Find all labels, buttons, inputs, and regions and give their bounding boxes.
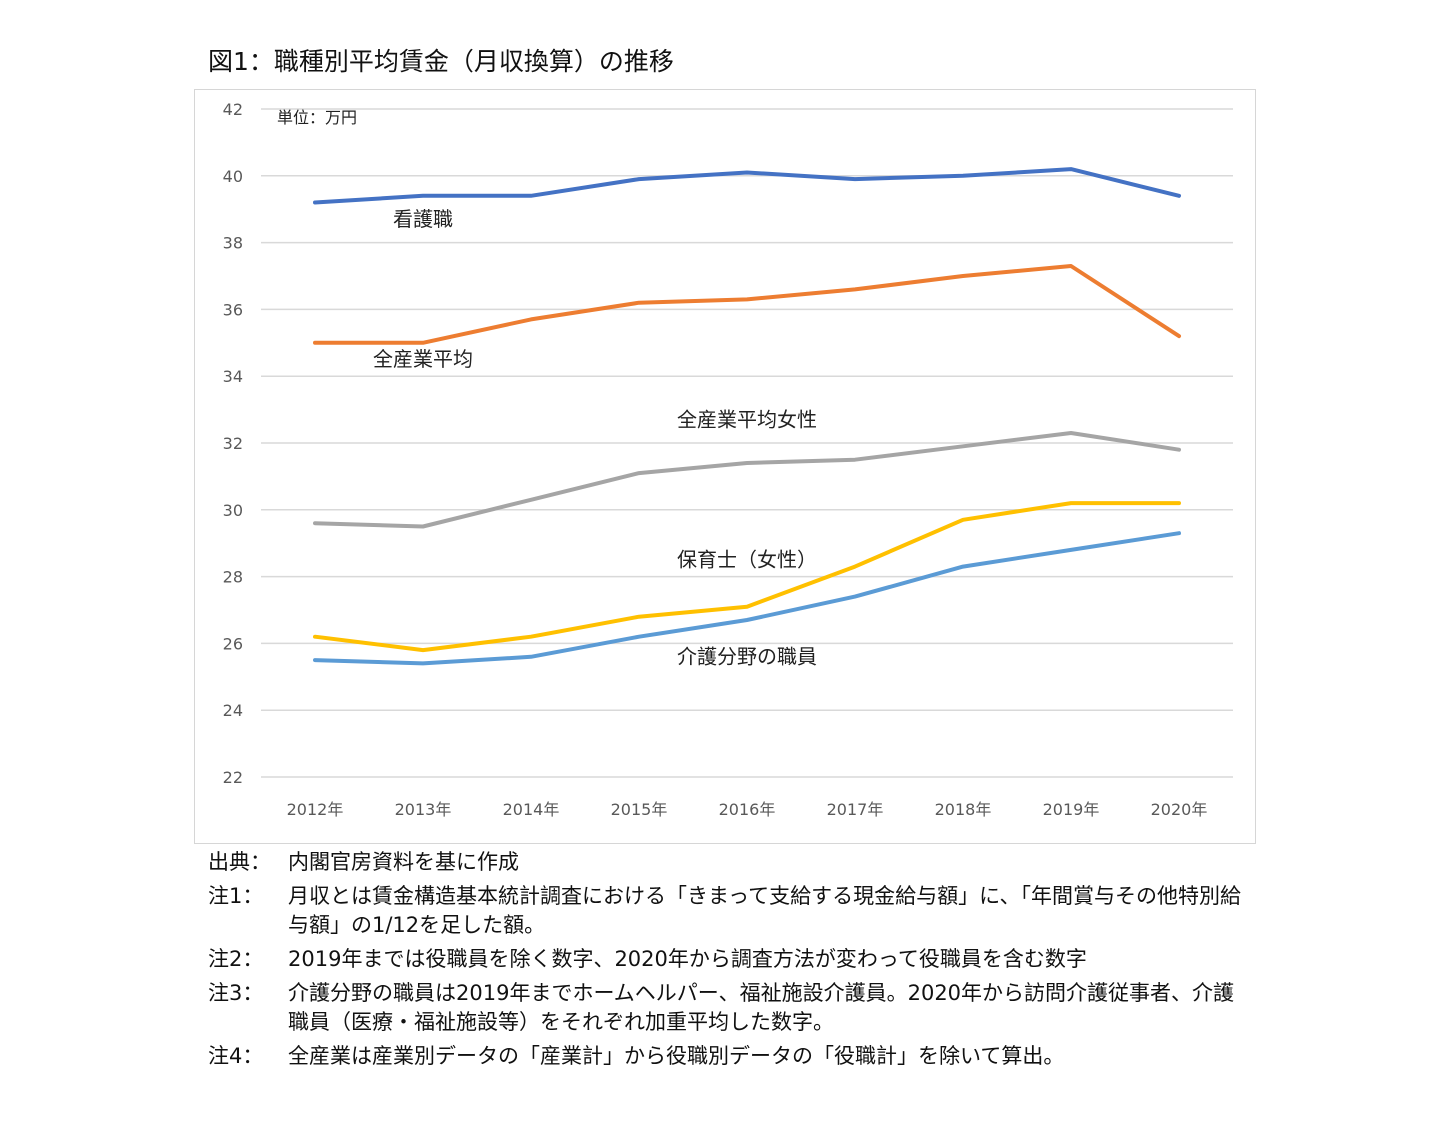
y-tick-label: 28 xyxy=(223,568,243,587)
x-tick-label: 2018年 xyxy=(935,800,992,819)
y-axis-ticks: 22 24 26 28 30 32 34 36 38 40 42 xyxy=(223,100,243,787)
y-tick-label: 40 xyxy=(223,167,243,186)
note-text: 介護分野の職員は2019年までホームヘルパー、福祉施設介護員。2020年から訪問… xyxy=(288,981,1235,1034)
chart-area: 22 24 26 28 30 32 34 36 38 40 42 2012年 2013年 2014年 20… xyxy=(194,89,1256,844)
x-tick-label: 2020年 xyxy=(1151,800,1208,819)
series-label: 全産業平均 xyxy=(373,347,473,371)
note-label: 注4： xyxy=(208,1044,264,1068)
note-4: 注4： 全産業は産業別データの「産業計」から役職別データの「役職計」を除いて算出… xyxy=(208,1042,1248,1071)
note-label: 注2： xyxy=(208,947,264,971)
note-label: 出典： xyxy=(208,850,271,874)
note-text: 月収とは賃金構造基本統計調査における「きまって支給する現金給与額」に、「年間賞与… xyxy=(288,884,1241,937)
x-tick-label: 2015年 xyxy=(611,800,668,819)
note-2: 注2： 2019年までは役職員を除く数字、2020年から調査方法が変わって役職員… xyxy=(208,945,1248,974)
series-label: 介護分野の職員 xyxy=(677,644,817,668)
series-lines xyxy=(313,167,1181,666)
y-tick-label: 42 xyxy=(223,100,243,119)
note-1: 注1： 月収とは賃金構造基本統計調査における「きまって支給する現金給与額」に、「… xyxy=(208,882,1248,940)
x-tick-label: 2019年 xyxy=(1043,800,1100,819)
notes-section: 出典： 内閣官房資料を基に作成 注1： 月収とは賃金構造基本統計調査における「き… xyxy=(208,848,1248,1076)
series-label: 看護職 xyxy=(393,207,453,231)
y-tick-label: 30 xyxy=(223,501,243,520)
series-label: 保育士（女性） xyxy=(677,548,817,572)
unit-label: 単位：万円 xyxy=(277,108,357,127)
note-text: 内閣官房資料を基に作成 xyxy=(288,850,519,874)
y-tick-label: 38 xyxy=(223,234,243,253)
series-line xyxy=(313,167,1181,205)
y-tick-label: 22 xyxy=(223,768,243,787)
x-tick-label: 2017年 xyxy=(827,800,884,819)
figure-title: 図1：職種別平均賃金（月収換算）の推移 xyxy=(208,47,674,76)
note-label: 注1： xyxy=(208,884,264,908)
series-line xyxy=(313,531,1181,666)
note-text: 2019年までは役職員を除く数字、2020年から調査方法が変わって役職員を含む数… xyxy=(288,947,1087,971)
series-line xyxy=(313,431,1181,529)
y-tick-label: 36 xyxy=(223,300,243,319)
series-label: 全産業平均女性 xyxy=(677,407,817,431)
gridlines xyxy=(261,108,1233,778)
y-tick-label: 32 xyxy=(223,434,243,453)
y-tick-label: 24 xyxy=(223,701,243,720)
note-3: 注3： 介護分野の職員は2019年までホームヘルパー、福祉施設介護員。2020年… xyxy=(208,979,1248,1037)
x-tick-label: 2014年 xyxy=(503,800,560,819)
x-tick-label: 2016年 xyxy=(719,800,776,819)
note-label: 注3： xyxy=(208,981,264,1005)
x-tick-label: 2012年 xyxy=(287,800,344,819)
note-text: 全産業は産業別データの「産業計」から役職別データの「役職計」を除いて算出。 xyxy=(288,1044,1065,1068)
series-line xyxy=(313,501,1181,653)
series-line xyxy=(313,264,1181,345)
y-tick-label: 34 xyxy=(223,367,243,386)
note-source: 出典： 内閣官房資料を基に作成 xyxy=(208,848,1248,877)
y-tick-label: 26 xyxy=(223,634,243,653)
x-axis-ticks: 2012年 2013年 2014年 2015年 2016年 2017年 2018年 2019年… xyxy=(287,800,1208,819)
x-tick-label: 2013年 xyxy=(395,800,452,819)
